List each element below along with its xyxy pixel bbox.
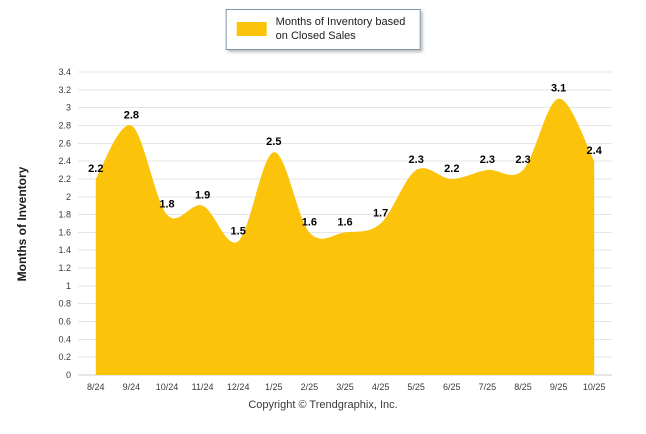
inventory-area-chart: 0 0.2 0.4 0.6 0.8 1 1.2 1.4 1.6 1.8 2 2.2 2.4 2.6 2.8 3… [58, 67, 612, 392]
area-series [95, 98, 595, 375]
y-tick-label: 2.4 [58, 156, 71, 166]
legend-label-line-1: Months of Inventory based [275, 16, 406, 28]
data-label: 1.6 [302, 216, 317, 228]
x-tick-label: 2/25 [301, 382, 319, 392]
x-tick-label: 6/25 [443, 382, 461, 392]
y-tick-label: 1 [66, 281, 71, 291]
data-label: 1.8 [159, 199, 174, 211]
x-tick-label: 10/24 [156, 382, 179, 392]
y-tick-label: 0.6 [58, 317, 71, 327]
y-tick-label: 1.6 [58, 227, 71, 237]
x-tick-label: 1/25 [265, 382, 283, 392]
x-tick-label: 11/24 [192, 382, 214, 392]
data-label: 2.2 [444, 163, 459, 175]
data-label: 2.5 [266, 136, 281, 148]
y-tick-label: 3 [66, 103, 71, 113]
y-tick-label: 2.8 [58, 120, 71, 130]
x-tick-label: 8/24 [87, 382, 105, 392]
y-tick-label: 3.4 [58, 67, 71, 77]
x-tick-label: 9/24 [123, 382, 141, 392]
data-label: 1.9 [195, 190, 210, 202]
legend: Months of Inventory based on Closed Sale… [225, 9, 421, 50]
x-tick-label: 7/25 [479, 382, 497, 392]
data-label: 1.6 [337, 216, 352, 228]
legend-label-line-2: on Closed Sales [275, 30, 356, 43]
data-label: 1.5 [231, 225, 246, 237]
y-tick-label: 0.8 [58, 299, 71, 309]
y-tick-label: 2.6 [58, 138, 71, 148]
y-tick-label: 2.2 [58, 174, 71, 184]
y-tick-label: 0.2 [58, 352, 71, 362]
x-tick-label: 5/25 [407, 382, 425, 392]
data-label: 2.3 [515, 154, 530, 166]
data-label: 2.4 [587, 145, 603, 157]
x-tick-label: 4/25 [372, 382, 390, 392]
copyright-text: Copyright © Trendgraphix, Inc. [248, 399, 398, 411]
y-tick-label: 0.4 [58, 334, 71, 344]
data-label: 1.7 [373, 208, 388, 220]
x-tick-label: 8/25 [514, 382, 532, 392]
y-tick-label: 3.2 [58, 85, 71, 95]
y-tick-label: 2 [66, 192, 71, 202]
x-tick-label: 9/25 [550, 382, 568, 392]
y-tick-label: 0 [66, 370, 71, 380]
data-label: 2.2 [88, 163, 103, 175]
data-label: 2.3 [409, 154, 424, 166]
x-tick-label: 10/25 [583, 382, 606, 392]
x-tick-label: 3/25 [336, 382, 354, 392]
legend-label: Months of Inventory based on Closed Sale… [276, 15, 406, 44]
y-tick-label: 1.8 [58, 210, 71, 220]
data-label: 2.3 [480, 154, 495, 166]
y-tick-label: 1.4 [58, 245, 71, 255]
data-label: 3.1 [551, 83, 566, 95]
data-label: 2.8 [124, 110, 139, 122]
y-tick-label: 1.2 [58, 263, 71, 273]
legend-swatch [236, 22, 267, 37]
x-tick-label: 12/24 [227, 382, 250, 392]
